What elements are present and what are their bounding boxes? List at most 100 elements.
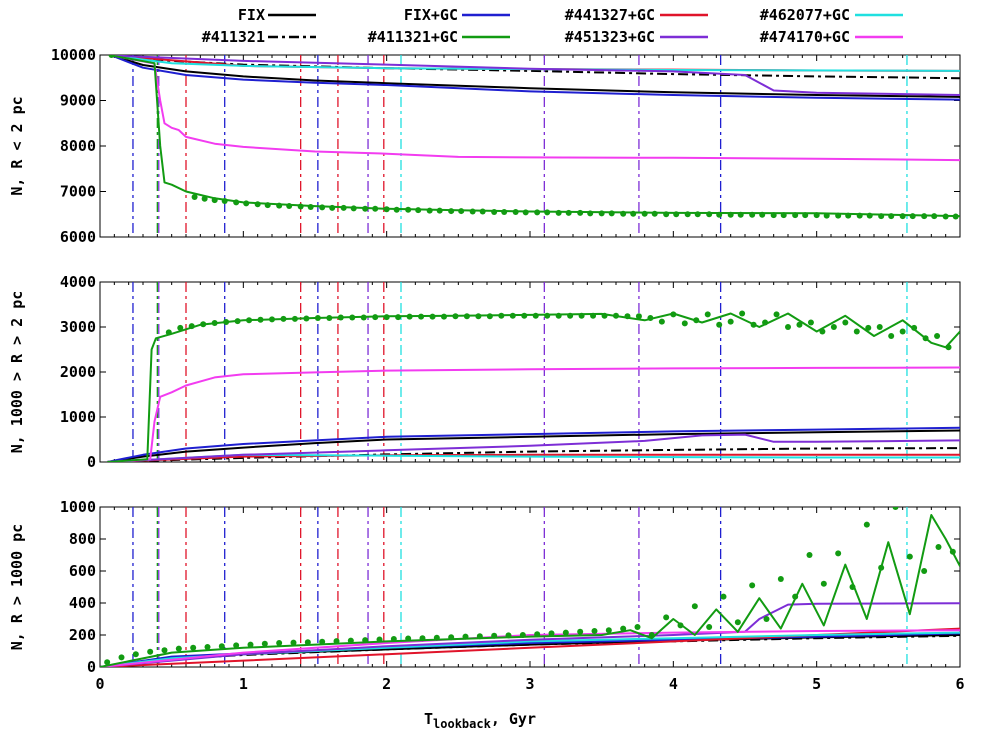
data-point xyxy=(608,210,615,217)
data-point xyxy=(807,319,814,326)
data-point xyxy=(452,313,459,320)
series-line xyxy=(111,55,960,96)
x-axis-label: Tlookback, Gyr xyxy=(424,710,536,731)
y-tick-label: 3000 xyxy=(60,318,96,336)
y-tick-label: 600 xyxy=(69,562,96,580)
y-tick-label: 10000 xyxy=(51,46,96,64)
y-tick-label: 800 xyxy=(69,530,96,548)
data-point xyxy=(319,638,326,645)
data-point xyxy=(648,632,655,638)
legend-item: #474170+GC xyxy=(760,28,903,46)
data-point xyxy=(147,648,154,655)
data-point xyxy=(362,637,369,644)
data-point xyxy=(876,324,883,330)
data-point xyxy=(934,333,941,339)
data-point xyxy=(132,651,139,658)
data-point xyxy=(780,212,787,219)
data-point xyxy=(684,211,691,218)
data-point xyxy=(426,207,433,214)
legend-label: FIX+GC xyxy=(404,6,458,24)
data-point xyxy=(264,202,271,209)
data-point xyxy=(577,209,584,216)
data-point xyxy=(521,312,528,319)
series-line xyxy=(107,429,960,462)
data-point xyxy=(307,203,314,210)
data-point xyxy=(201,195,208,202)
data-point xyxy=(878,213,885,220)
series-line xyxy=(111,55,960,101)
data-point xyxy=(522,209,529,216)
data-point xyxy=(436,207,443,214)
data-point xyxy=(842,319,849,326)
data-point xyxy=(888,213,895,220)
data-point xyxy=(749,582,756,589)
data-point xyxy=(505,632,512,639)
data-point xyxy=(429,313,436,320)
data-point xyxy=(845,212,852,219)
data-point xyxy=(329,204,336,211)
legend-label: #462077+GC xyxy=(760,6,850,24)
data-point xyxy=(419,635,426,642)
data-point xyxy=(806,552,813,558)
plot-area xyxy=(108,55,960,237)
data-point xyxy=(448,208,455,215)
data-point xyxy=(491,208,498,215)
series-line xyxy=(100,629,960,667)
data-point xyxy=(716,211,723,218)
data-point xyxy=(888,333,895,339)
data-point xyxy=(749,211,756,218)
legend-label: #411321 xyxy=(202,28,265,46)
data-point xyxy=(269,316,275,323)
data-point xyxy=(211,197,218,204)
data-point xyxy=(773,311,780,318)
data-point xyxy=(304,639,311,646)
data-point xyxy=(177,324,184,331)
data-point xyxy=(393,206,400,213)
data-point xyxy=(372,205,379,212)
data-point xyxy=(303,315,310,322)
data-point xyxy=(785,324,791,330)
data-point xyxy=(634,624,641,630)
data-point xyxy=(796,321,803,328)
data-point xyxy=(759,211,766,218)
legend-label: #451323+GC xyxy=(565,28,655,46)
data-point xyxy=(104,659,111,666)
data-point xyxy=(469,208,476,215)
data-point xyxy=(458,208,465,215)
legend-item: #441327+GC xyxy=(565,6,708,24)
data-point xyxy=(823,212,830,219)
data-point xyxy=(677,622,684,629)
data-point xyxy=(935,544,942,550)
data-point xyxy=(922,335,929,342)
data-point xyxy=(899,328,906,335)
data-point xyxy=(548,630,555,637)
data-point xyxy=(911,324,918,331)
data-point xyxy=(211,319,218,326)
data-point xyxy=(706,211,713,218)
y-tick-label: 1000 xyxy=(60,408,96,426)
data-point xyxy=(763,616,770,622)
data-point xyxy=(555,209,562,216)
x-tick-label: 6 xyxy=(955,675,964,693)
series-line xyxy=(100,514,960,667)
data-point xyxy=(853,328,860,335)
data-point xyxy=(276,640,283,646)
data-point xyxy=(849,584,856,590)
legend-item: FIX xyxy=(238,6,316,24)
data-point xyxy=(591,628,598,634)
data-point xyxy=(737,211,744,218)
data-point xyxy=(865,324,872,331)
data-point xyxy=(673,211,680,218)
data-point xyxy=(802,212,809,219)
y-tick-label: 2000 xyxy=(60,363,96,381)
data-point xyxy=(544,209,551,216)
data-point xyxy=(830,324,837,330)
data-point xyxy=(405,206,412,213)
y-axis-label: N, R > 1000 pc xyxy=(8,524,26,650)
data-point xyxy=(463,313,470,320)
x-tick-label: 3 xyxy=(525,675,534,693)
data-point xyxy=(333,638,340,645)
data-point xyxy=(246,317,253,324)
data-point xyxy=(605,627,612,634)
